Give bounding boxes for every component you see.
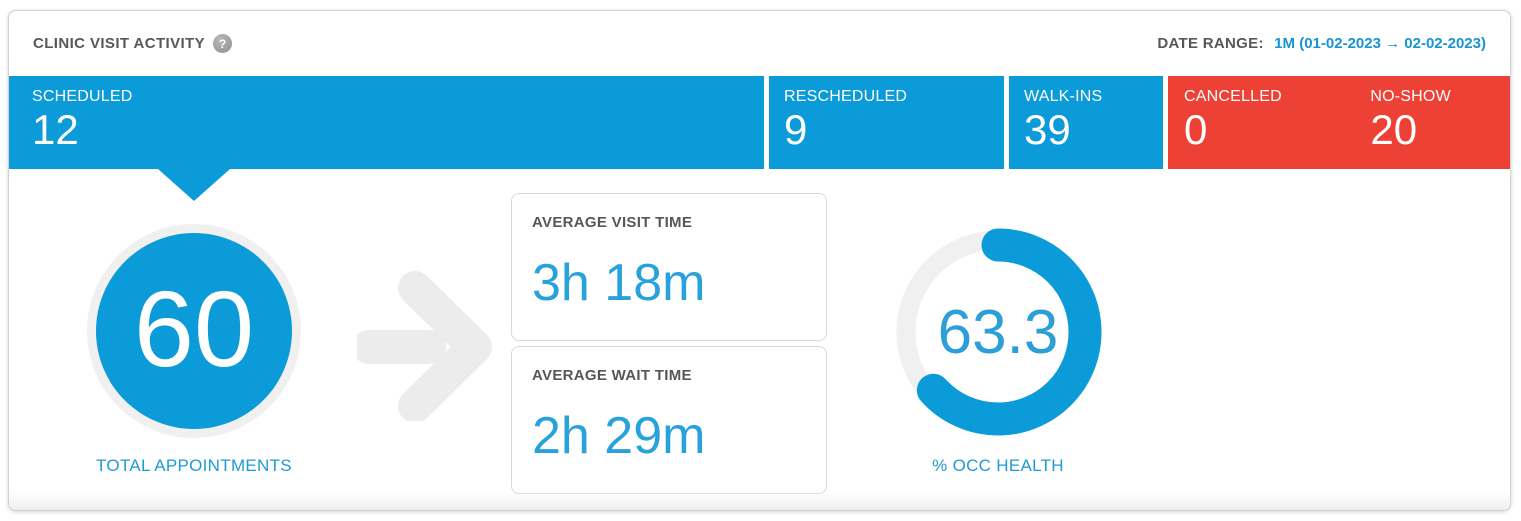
stat-scheduled-label: SCHEDULED (32, 88, 133, 105)
occ-health-arc (894, 228, 1102, 436)
stat-rescheduled-label: RESCHEDULED (784, 88, 908, 105)
stat-scheduled-value: 12 (32, 106, 79, 153)
total-appointments-circle-fill: 60 (96, 233, 292, 429)
total-appointments-label: TOTAL APPOINTMENTS (96, 456, 292, 475)
occ-health-label: % OCC HEALTH (932, 456, 1064, 475)
stat-cancelled: CANCELLED 0 (1168, 76, 1354, 169)
scheduled-pointer-icon (158, 169, 230, 201)
stat-negative-group: CANCELLED 0 NO-SHOW 20 (1168, 76, 1510, 169)
date-range: DATE RANGE: 1M (01-02-2023 → 02-02-2023) (1157, 35, 1486, 53)
stat-rescheduled: RESCHEDULED 9 (769, 76, 1004, 169)
average-visit-time-label: AVERAGE VISIT TIME (532, 214, 693, 231)
stat-cancelled-label: CANCELLED (1184, 88, 1282, 105)
panel-title-group: CLINIC VISIT ACTIVITY ? (33, 34, 233, 53)
stat-bar: SCHEDULED 12 RESCHEDULED 9 WALK-INS 39 C… (9, 76, 1510, 169)
average-wait-time-card: AVERAGE WAIT TIME 2h 29m (511, 346, 827, 494)
date-range-value[interactable]: 1M (01-02-2023 → 02-02-2023) (1274, 34, 1486, 52)
help-icon-glyph: ? (218, 36, 227, 51)
average-wait-time-value: 2h 29m (532, 407, 706, 465)
stat-noshow: NO-SHOW 20 (1354, 76, 1510, 169)
clinic-visit-activity-panel: CLINIC VISIT ACTIVITY ? DATE RANGE: 1M (… (8, 10, 1511, 511)
panel-header: CLINIC VISIT ACTIVITY ? DATE RANGE: 1M (… (9, 11, 1510, 76)
stat-cancelled-value: 0 (1184, 106, 1208, 153)
stat-noshow-label: NO-SHOW (1370, 88, 1451, 105)
date-range-label: DATE RANGE: (1157, 34, 1264, 52)
occ-health-gauge (894, 228, 1102, 436)
stat-rescheduled-value: 9 (784, 106, 808, 153)
average-visit-time-card: AVERAGE VISIT TIME 3h 18m (511, 193, 827, 341)
occ-health-value: 63.3 (937, 297, 1059, 367)
average-visit-time-value: 3h 18m (532, 254, 706, 312)
help-icon[interactable]: ? (213, 34, 233, 53)
arrow-right-icon (352, 271, 507, 423)
panel-bottom-shade (9, 492, 1510, 510)
stat-walkins: WALK-INS 39 (1009, 76, 1163, 169)
average-wait-time-label: AVERAGE WAIT TIME (532, 367, 692, 384)
total-appointments-value: 60 (133, 268, 255, 389)
stat-noshow-value: 20 (1370, 106, 1418, 153)
stat-scheduled: SCHEDULED 12 (9, 76, 764, 169)
stat-walkins-label: WALK-INS (1024, 88, 1103, 105)
stat-walkins-value: 39 (1024, 106, 1071, 153)
total-appointments-circle: 60 (87, 224, 301, 438)
panel-body: 60 TOTAL APPOINTMENTS AVERAGE VISIT TIME… (9, 169, 1510, 510)
panel-title: CLINIC VISIT ACTIVITY (33, 35, 206, 52)
